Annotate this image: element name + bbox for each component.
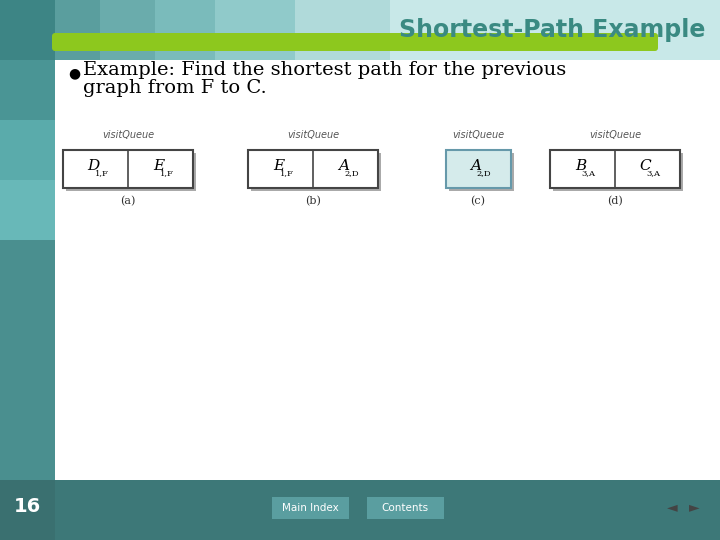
Text: Main Index: Main Index (282, 503, 338, 513)
Bar (63, 150, 193, 188)
Text: 1,F: 1,F (94, 169, 109, 177)
Polygon shape (0, 180, 55, 240)
Text: ►: ► (689, 500, 699, 514)
Text: Example: Find the shortest path for the previous: Example: Find the shortest path for the … (83, 61, 566, 79)
Text: graph from F to C.: graph from F to C. (83, 79, 266, 97)
Polygon shape (0, 0, 55, 60)
Text: E: E (273, 159, 284, 173)
Bar (251, 153, 381, 191)
Text: C: C (639, 159, 652, 173)
Bar (248, 150, 378, 188)
Text: visitQueue: visitQueue (287, 130, 339, 140)
Text: A: A (338, 159, 349, 173)
Text: 2,D: 2,D (477, 169, 491, 177)
Bar (553, 153, 683, 191)
Text: (a): (a) (120, 196, 135, 206)
Polygon shape (155, 0, 215, 60)
Text: 3,A: 3,A (647, 169, 660, 177)
FancyBboxPatch shape (271, 497, 348, 519)
Text: Contents: Contents (382, 503, 428, 513)
Text: Shortest-Path Example: Shortest-Path Example (399, 18, 705, 42)
Text: 2,D: 2,D (344, 169, 359, 177)
Polygon shape (295, 0, 390, 60)
Text: (d): (d) (607, 196, 623, 206)
Polygon shape (0, 0, 50, 60)
Text: E: E (153, 159, 164, 173)
Text: 1,F: 1,F (279, 169, 294, 177)
Text: visitQueue: visitQueue (589, 130, 641, 140)
Polygon shape (55, 60, 720, 480)
Polygon shape (0, 60, 55, 120)
Text: visitQueue: visitQueue (102, 130, 154, 140)
Text: ●: ● (68, 66, 80, 80)
Text: (c): (c) (470, 196, 485, 206)
Polygon shape (0, 0, 55, 480)
Text: visitQueue: visitQueue (452, 130, 504, 140)
Text: (b): (b) (305, 196, 321, 206)
FancyBboxPatch shape (52, 33, 658, 51)
Polygon shape (215, 0, 295, 60)
Text: 16: 16 (14, 497, 40, 516)
Bar (449, 153, 513, 191)
Text: B: B (575, 159, 586, 173)
Polygon shape (0, 120, 55, 180)
Polygon shape (390, 0, 720, 60)
Text: 3,A: 3,A (582, 169, 595, 177)
Bar (66, 153, 196, 191)
Text: D: D (87, 159, 99, 173)
Polygon shape (0, 480, 720, 540)
FancyBboxPatch shape (366, 497, 444, 519)
Polygon shape (50, 0, 100, 60)
Text: A: A (470, 159, 482, 173)
Bar (550, 150, 680, 188)
Polygon shape (0, 480, 55, 540)
Bar (446, 150, 510, 188)
Polygon shape (100, 0, 155, 60)
Text: ◄: ◄ (667, 500, 678, 514)
Text: 1,F: 1,F (160, 169, 174, 177)
